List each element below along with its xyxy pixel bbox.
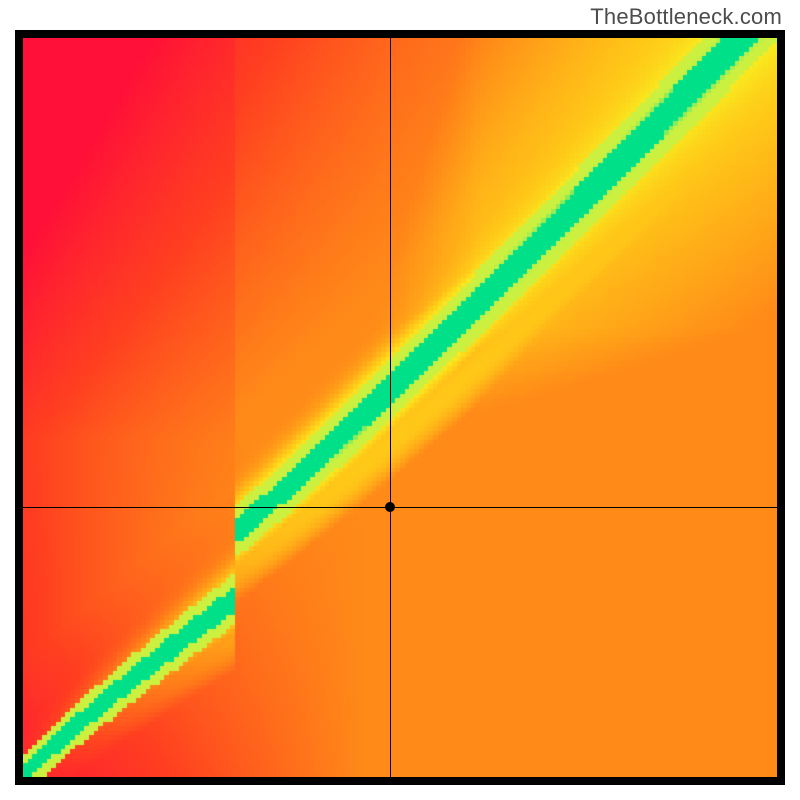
crosshair-vertical [390,38,391,777]
chart-frame [15,30,785,785]
crosshair-point [385,502,395,512]
heatmap-canvas [23,38,777,777]
watermark-text: TheBottleneck.com [590,4,782,30]
crosshair-horizontal [23,507,777,508]
